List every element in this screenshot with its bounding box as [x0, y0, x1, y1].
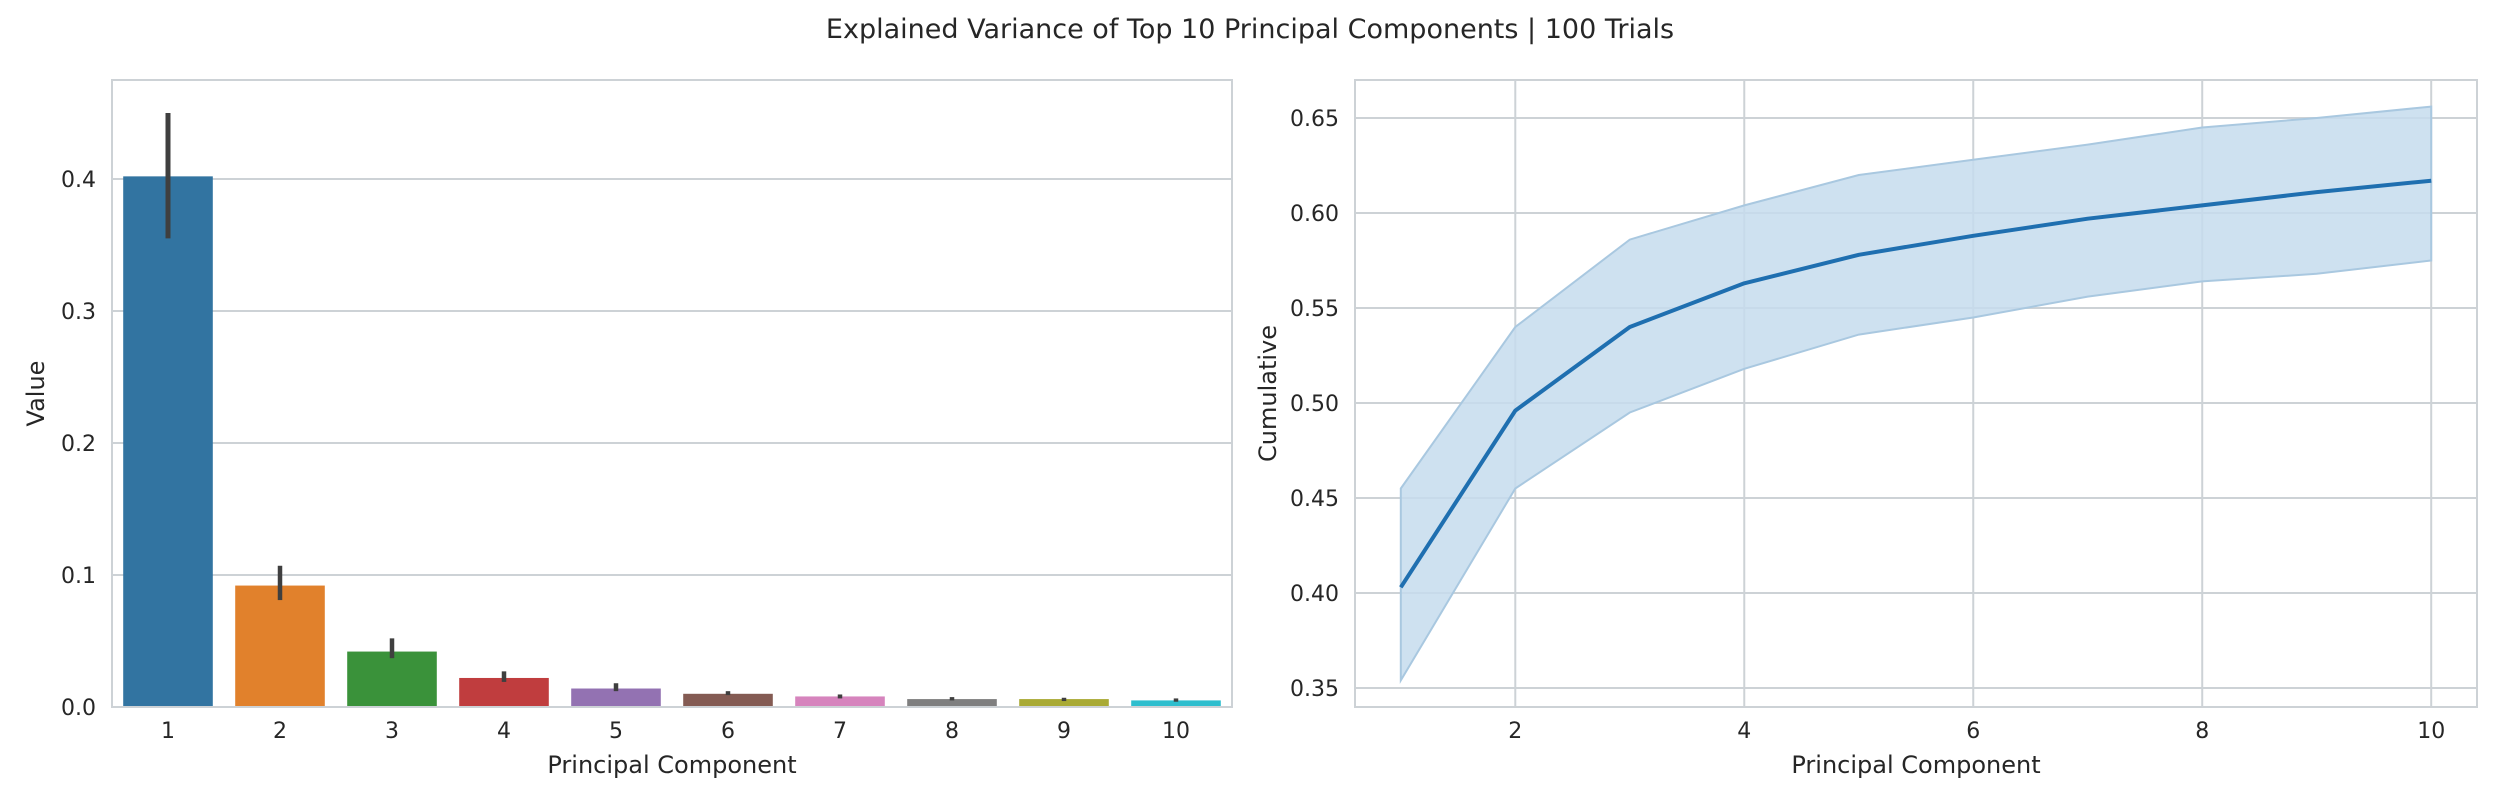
line-chart-y-tick-label: 0.50: [1290, 392, 1339, 417]
line-chart-x-tick-label: 2: [1508, 719, 1522, 744]
line-chart-y-tick-labels: 0.35 0.40 0.45 0.50 0.55 0.60 0.65: [1290, 107, 1339, 702]
bar-chart-y-tick-label: 0.3: [61, 300, 96, 325]
bar-chart-x-tick-label: 4: [497, 719, 511, 744]
bar-chart-x-tick-label: 1: [161, 719, 175, 744]
bar-chart-x-tick-label: 8: [945, 719, 959, 744]
bar-chart-y-tick-label: 0.1: [61, 564, 96, 589]
line-chart-panel: 2 4 6 8 10 0.35 0.40 0.45 0.50 0.55 0.60 0.65 Prin…: [1254, 79, 2478, 779]
bar-chart-x-tick-label: 3: [385, 719, 399, 744]
bar-component-2: [235, 585, 325, 707]
line-chart-confidence-band: [1399, 105, 2433, 685]
bar-component-8: [907, 699, 997, 707]
bar-component-1: [123, 176, 213, 708]
line-chart-y-axis-label: Cumulative: [1254, 325, 1282, 462]
bar-chart-y-tick-label: 0.2: [61, 432, 96, 457]
line-chart-series-line: [1399, 178, 2432, 589]
bar-chart-y-tick-label: 0.4: [61, 168, 96, 193]
bar-component-3: [347, 651, 437, 707]
bar-chart-x-tick-label: 5: [609, 719, 623, 744]
bar-chart-x-tick-label: 2: [273, 719, 287, 744]
line-chart-y-tick-label: 0.60: [1290, 202, 1339, 227]
bar-chart-frame: [111, 79, 1233, 708]
bar-component-6: [683, 693, 773, 707]
line-chart-y-tick-label: 0.45: [1290, 487, 1339, 512]
bar-chart-error-bars: [165, 113, 1179, 702]
bar-component-9: [1019, 699, 1109, 707]
bar-component-10: [1131, 700, 1221, 707]
bar-chart-bars: [123, 176, 1221, 708]
bar-chart-panel: 1 2 3 4 5 6 7 8 9 10 0.0 0.1 0.2 0.3 0.4 Principal Co…: [22, 79, 1233, 779]
bar-chart-x-axis-label: Principal Component: [547, 751, 796, 779]
line-chart-x-tick-label: 8: [2195, 719, 2209, 744]
line-chart-frame: [1354, 79, 2478, 708]
line-chart-x-tick-label: 6: [1966, 719, 1980, 744]
bar-chart-x-tick-label: 6: [721, 719, 735, 744]
bar-component-4: [459, 677, 549, 707]
bar-chart-y-tick-label: 0.0: [61, 696, 96, 721]
line-chart-x-axis-label: Principal Component: [1791, 751, 2040, 779]
bar-component-5: [571, 688, 661, 707]
line-chart-y-tick-label: 0.55: [1290, 297, 1339, 322]
bar-chart-x-tick-label: 7: [833, 719, 847, 744]
line-chart-y-tick-label: 0.65: [1290, 107, 1339, 132]
bar-chart-x-tick-labels: 1 2 3 4 5 6 7 8 9 10: [161, 719, 1190, 744]
bar-component-7: [795, 696, 885, 707]
line-chart-x-tick-label: 10: [2417, 719, 2445, 744]
line-chart-x-tick-label: 4: [1737, 719, 1751, 744]
bar-chart-x-tick-label: 9: [1057, 719, 1071, 744]
figure-title: Explained Variance of Top 10 Principal C…: [826, 14, 1674, 45]
bar-chart-x-tick-label: 10: [1162, 719, 1190, 744]
bar-chart-y-axis-label: Value: [22, 361, 50, 427]
bar-chart-y-tick-labels: 0.0 0.1 0.2 0.3 0.4: [61, 168, 96, 721]
line-chart-y-tick-label: 0.40: [1290, 582, 1339, 607]
line-chart-x-tick-labels: 2 4 6 8 10: [1508, 719, 2445, 744]
line-chart-y-tick-label: 0.35: [1290, 677, 1339, 702]
